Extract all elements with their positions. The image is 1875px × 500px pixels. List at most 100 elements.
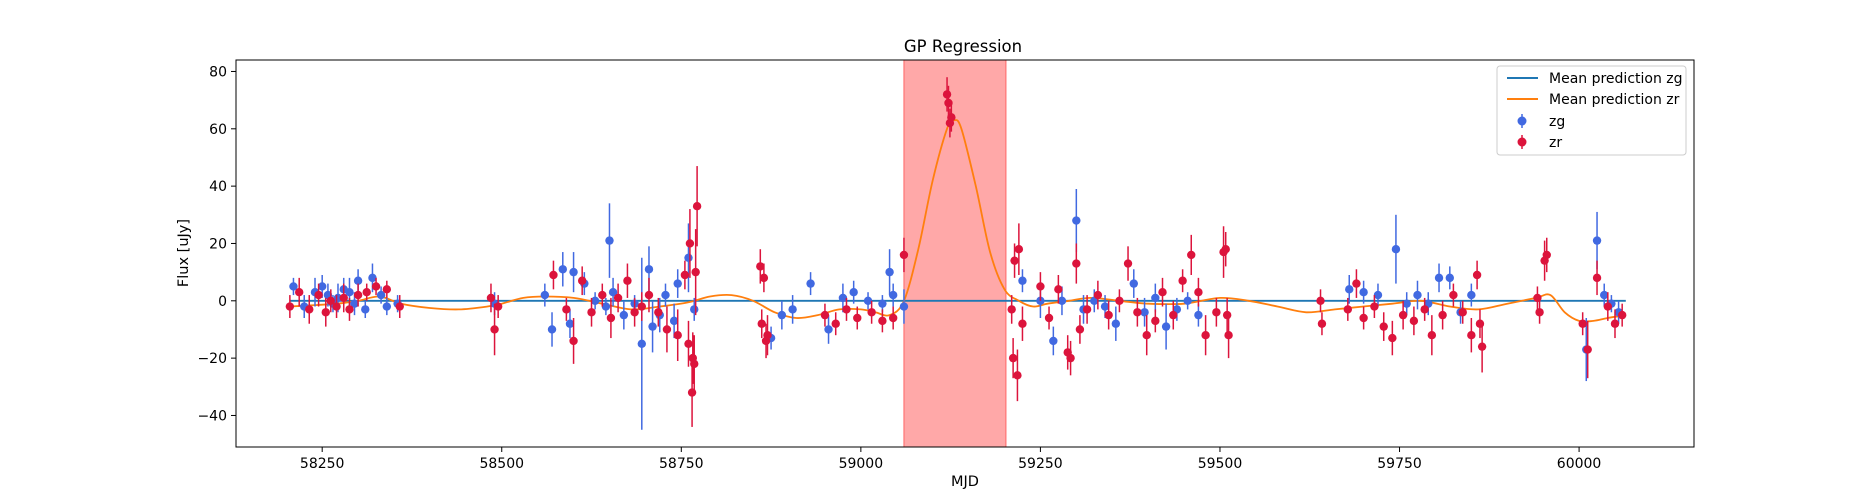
zg-point — [1072, 216, 1081, 225]
zg-point — [690, 305, 699, 314]
zr-point — [1603, 302, 1613, 311]
zr-point — [490, 325, 499, 334]
zr-point — [1475, 319, 1485, 328]
zr-point — [1014, 245, 1024, 254]
zr-point — [587, 308, 596, 317]
zg-point — [878, 299, 887, 308]
zr-point — [1018, 319, 1027, 328]
zr-point — [944, 98, 953, 108]
zr-point — [1194, 288, 1203, 297]
x-tick-label: 59000 — [839, 456, 884, 472]
zr-point — [295, 288, 304, 297]
x-tick-label: 59750 — [1377, 456, 1422, 472]
zg-point — [1140, 308, 1149, 317]
zg-point — [590, 296, 600, 305]
zg-point — [1467, 290, 1476, 300]
zg-point — [565, 319, 575, 328]
zr-point — [691, 267, 700, 277]
zg-point — [899, 302, 909, 311]
zg-point — [382, 302, 392, 311]
y-tick-label: 80 — [209, 64, 227, 80]
zg-point — [540, 290, 550, 300]
zr-point — [1104, 310, 1113, 320]
zr-point — [899, 250, 909, 260]
zg-point — [1057, 296, 1067, 305]
zr-point — [756, 262, 765, 271]
legend-zr-line-label: Mean prediction zr — [1549, 92, 1680, 108]
zr-point — [486, 293, 496, 303]
legend-zg-line-label: Mean prediction zg — [1549, 71, 1683, 87]
zr-point — [395, 302, 404, 311]
zr-point — [820, 310, 830, 320]
zr-point — [1007, 305, 1016, 314]
zr-point — [1592, 273, 1602, 283]
zr-point — [1467, 331, 1476, 340]
zr-point — [1075, 325, 1085, 334]
y-tick-label: 0 — [218, 294, 227, 310]
zr-point — [692, 202, 702, 211]
zg-point — [863, 296, 873, 305]
zg-point — [1592, 236, 1602, 245]
zg-point — [1194, 310, 1203, 320]
zr-point — [1082, 305, 1092, 314]
zr-point — [1533, 293, 1542, 303]
y-tick-label: 40 — [209, 179, 227, 195]
zr-point — [1133, 308, 1142, 317]
y-tick-label: 20 — [209, 236, 227, 252]
zg-point — [289, 282, 298, 291]
y-tick-label: 60 — [209, 122, 227, 138]
zr-point — [1458, 308, 1467, 317]
zr-point — [549, 270, 558, 280]
zr-point — [326, 296, 336, 305]
zg-point — [1391, 245, 1401, 254]
zg-point — [1111, 319, 1121, 328]
x-tick-label: 58750 — [659, 456, 704, 472]
zr-point — [1317, 319, 1327, 328]
zr-point — [598, 290, 607, 300]
zg-point — [1413, 290, 1422, 300]
zr-point — [662, 325, 672, 334]
highlight-region-layer — [903, 59, 1007, 448]
zr-point — [613, 293, 623, 303]
zg-point — [608, 288, 618, 297]
y-tick-label: −40 — [197, 408, 227, 424]
zg-point — [569, 267, 578, 277]
zg-point — [601, 302, 611, 311]
zr-point — [1212, 308, 1221, 317]
zr-point — [1115, 296, 1124, 305]
zg-point — [1151, 293, 1160, 303]
zr-point — [493, 302, 503, 311]
x-axis-label: MJD — [951, 474, 979, 490]
zr-point — [285, 302, 295, 311]
zr-point — [1044, 313, 1054, 323]
zr-point — [867, 308, 876, 317]
zg-point — [1049, 336, 1058, 346]
zr-point — [763, 331, 772, 340]
zr-point — [305, 305, 314, 314]
zg-point — [353, 276, 363, 285]
zg-point — [1600, 290, 1609, 300]
zr-point — [673, 331, 682, 340]
zg-point — [669, 316, 679, 326]
data-points-layer — [285, 77, 1627, 430]
zr-point — [362, 288, 371, 297]
zr-point — [1316, 296, 1325, 305]
zr-point — [1221, 245, 1230, 254]
zr-point — [942, 90, 952, 99]
legend-zg-marker — [1517, 116, 1527, 126]
zr-point — [853, 313, 862, 323]
zg-point — [376, 290, 386, 300]
zr-point — [1398, 310, 1408, 320]
zg-point — [849, 288, 858, 297]
zg-point — [547, 325, 557, 334]
zg-point — [361, 305, 370, 314]
zr-point — [314, 290, 323, 300]
zr-point — [888, 313, 898, 323]
zr-point — [831, 319, 840, 328]
zr-point — [1610, 319, 1620, 328]
zr-point — [332, 302, 341, 311]
zg-point — [637, 339, 646, 348]
zg-point — [888, 290, 898, 300]
x-axis: 58250 58500 58750 59000 59250 59500 59750 60000 — [300, 447, 1601, 472]
zr-point — [1013, 371, 1022, 380]
